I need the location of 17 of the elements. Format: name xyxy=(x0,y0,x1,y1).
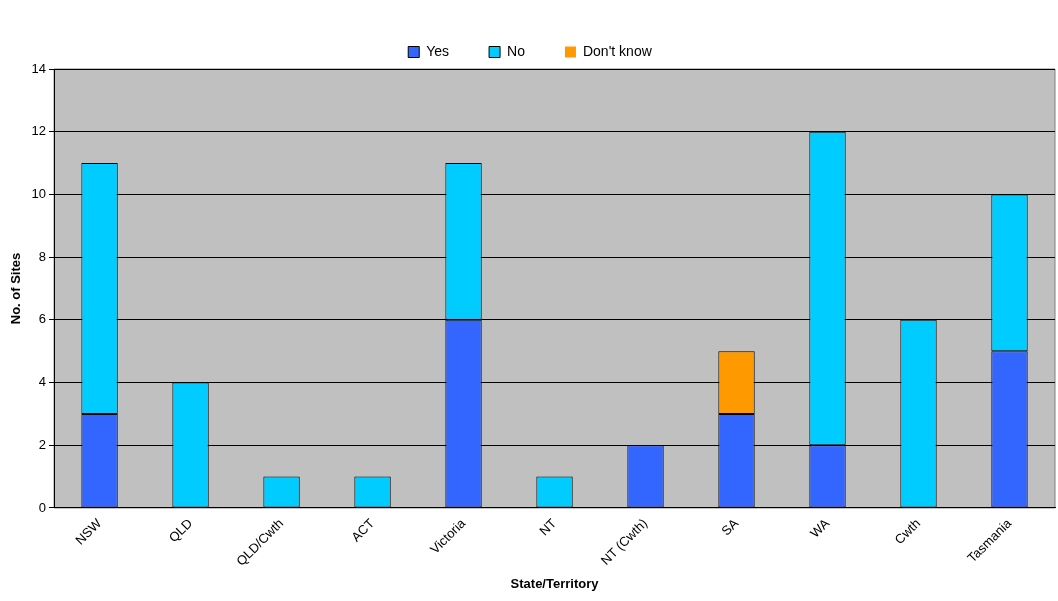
x-tick-label: NT xyxy=(536,515,560,539)
x-tick-label: WA xyxy=(807,515,833,541)
x-axis-title: State/Territory xyxy=(510,575,600,591)
x-tick-label: SA xyxy=(718,515,742,539)
y-tick-label: 2 xyxy=(38,436,47,452)
y-tick-label: 0 xyxy=(38,499,47,515)
y-tick-label: 12 xyxy=(31,123,47,139)
y-tick-label: 14 xyxy=(31,60,47,76)
legend-label: No xyxy=(507,42,526,59)
y-tick-label: 6 xyxy=(38,311,47,327)
legend-label: Don't know xyxy=(582,42,653,59)
y-tick-label: 8 xyxy=(38,248,47,264)
y-tick-label: 10 xyxy=(31,186,47,201)
legend-label: Yes xyxy=(426,42,450,59)
y-axis-title: No. of Sites xyxy=(8,252,24,325)
y-tick-label: 4 xyxy=(38,374,47,390)
x-tick-label: QLD xyxy=(165,515,196,546)
